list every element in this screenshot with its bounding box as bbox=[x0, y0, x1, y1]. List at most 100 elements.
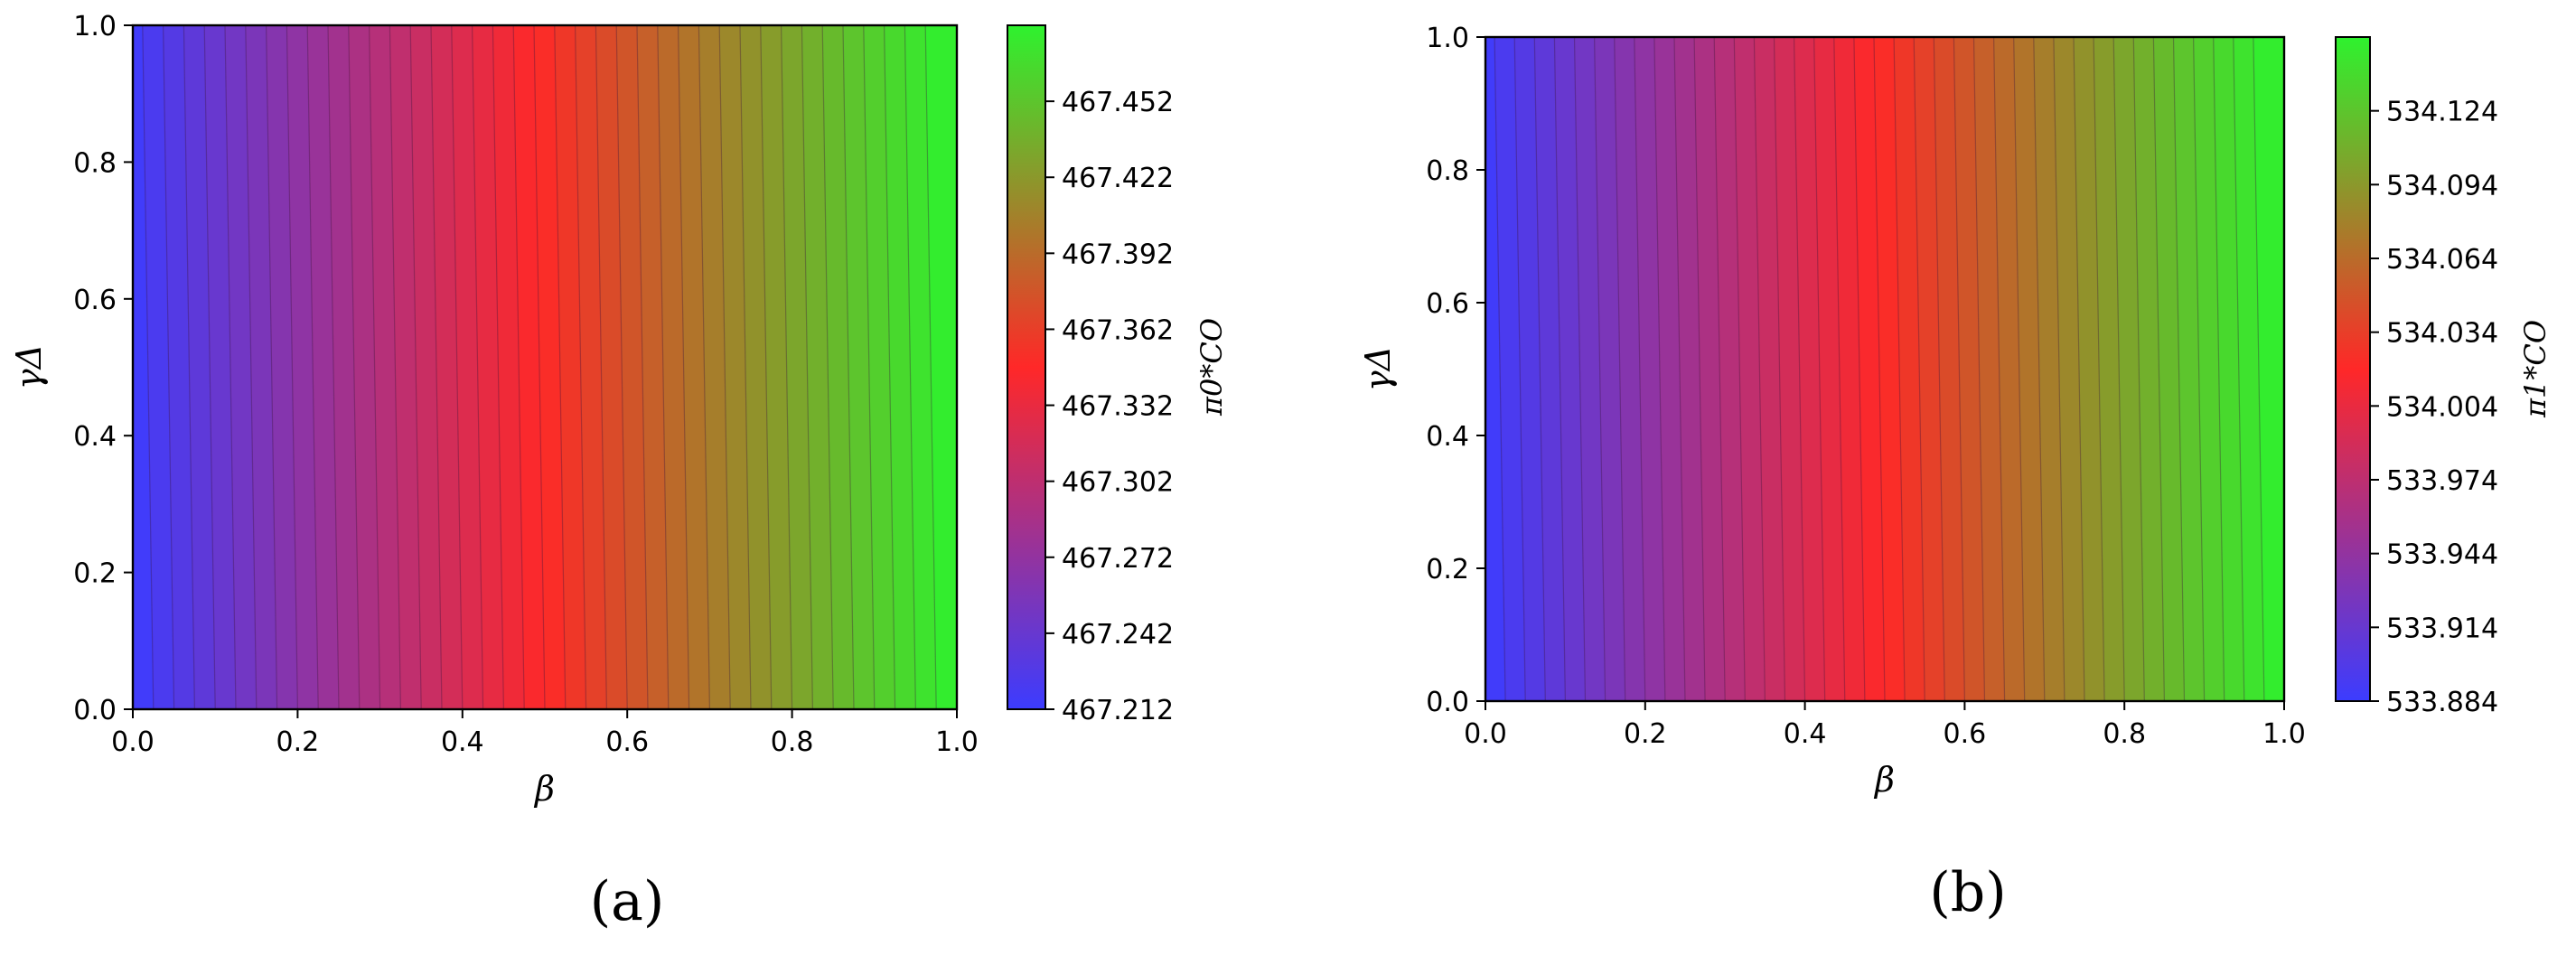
contour-line bbox=[2033, 36, 2046, 702]
x-axis-label: β bbox=[1873, 760, 1895, 800]
contour-line bbox=[1794, 36, 1806, 702]
contour-line bbox=[595, 24, 607, 710]
y-tick-label: 0.8 bbox=[73, 147, 117, 179]
x-tick-label: 0.6 bbox=[1944, 718, 1987, 750]
contour-band bbox=[925, 25, 958, 709]
contour-line bbox=[389, 24, 401, 710]
contour-band bbox=[245, 25, 278, 709]
contour-band bbox=[2094, 37, 2125, 701]
contour-band bbox=[904, 25, 937, 709]
colorbar-tick-label: 467.212 bbox=[1062, 695, 1174, 726]
contour-line bbox=[1713, 36, 1726, 702]
contour-line bbox=[1853, 36, 1866, 702]
x-tick-label: 0.6 bbox=[605, 726, 649, 758]
y-tick-label: 0.2 bbox=[1426, 554, 1469, 585]
y-axis: 0.0 0.2 0.4 0.6 0.8 1.0 bbox=[1426, 23, 1485, 718]
contour-line bbox=[657, 24, 670, 710]
colorbar-tick-label: 534.124 bbox=[2386, 97, 2498, 128]
contour-line bbox=[348, 24, 361, 710]
contour-band bbox=[740, 25, 773, 709]
contour-band bbox=[2233, 37, 2265, 701]
contour-line bbox=[1513, 36, 1526, 702]
contour-band bbox=[2053, 37, 2085, 701]
contour-band bbox=[1833, 37, 1866, 701]
y-tick-label: 0.6 bbox=[1426, 288, 1469, 320]
contour-band bbox=[863, 25, 896, 709]
contour-line bbox=[924, 24, 937, 710]
contour-band bbox=[183, 25, 216, 709]
contour-line bbox=[884, 24, 896, 710]
contour-line bbox=[1673, 36, 1686, 702]
colorbar-ticks: 467.212 467.242 467.272 467.302 467.332 467.3… bbox=[1045, 87, 1174, 726]
contour-band bbox=[575, 25, 607, 709]
x-tick-label: 0.4 bbox=[1784, 718, 1827, 750]
x-tick-label: 0.0 bbox=[111, 726, 155, 758]
contour-line bbox=[2053, 36, 2065, 702]
contour-band bbox=[1554, 37, 1587, 701]
contour-band bbox=[2113, 37, 2145, 701]
contour-line bbox=[1494, 36, 1506, 702]
contour-band bbox=[513, 25, 546, 709]
contour-band bbox=[657, 25, 690, 709]
contour-line bbox=[1753, 36, 1766, 702]
contour-band bbox=[2133, 37, 2165, 701]
colorbar-tick-label: 467.392 bbox=[1062, 239, 1174, 270]
colorbar-gradient bbox=[2335, 36, 2371, 702]
contour-line bbox=[451, 24, 464, 710]
colorbar-tick-label: 534.064 bbox=[2386, 244, 2498, 276]
contour-band bbox=[637, 25, 670, 709]
contour-line bbox=[615, 24, 628, 710]
x-tick-label: 0.4 bbox=[441, 726, 484, 758]
contour-band bbox=[328, 25, 361, 709]
contour-band bbox=[2213, 37, 2245, 701]
contour-band bbox=[1694, 37, 1726, 701]
contour-line bbox=[842, 24, 855, 710]
y-tick-label: 0.4 bbox=[73, 421, 117, 453]
contour-band bbox=[1714, 37, 1746, 701]
contour-band bbox=[2074, 37, 2105, 701]
x-axis-label: β bbox=[533, 769, 555, 809]
x-tick-label: 0.8 bbox=[2103, 718, 2146, 750]
contour-line bbox=[2132, 36, 2145, 702]
contour-line bbox=[1873, 36, 1886, 702]
contour-line bbox=[1953, 36, 1965, 702]
contour-band bbox=[472, 25, 504, 709]
colorbar-tick-label: 534.034 bbox=[2386, 318, 2498, 350]
y-axis-label: γΔ bbox=[9, 344, 49, 389]
panel-caption: (b) bbox=[1929, 861, 2006, 924]
contour-line bbox=[163, 24, 175, 710]
contour-line bbox=[2093, 36, 2105, 702]
contour-band bbox=[1914, 37, 1945, 701]
contour-line bbox=[739, 24, 752, 710]
contour-band bbox=[1874, 37, 1906, 701]
colorbar-tick-label: 467.332 bbox=[1062, 391, 1174, 423]
contour-line bbox=[2152, 36, 2165, 702]
contour-band bbox=[1813, 37, 1846, 701]
contour-band bbox=[595, 25, 628, 709]
contour-line bbox=[1614, 36, 1626, 702]
contour-band bbox=[1894, 37, 1925, 701]
contour-line bbox=[698, 24, 710, 710]
contour-band bbox=[719, 25, 752, 709]
contour-band bbox=[1574, 37, 1606, 701]
contour-line bbox=[821, 24, 834, 710]
contour-line bbox=[369, 24, 381, 710]
contour-line bbox=[1594, 36, 1606, 702]
contour-band bbox=[431, 25, 464, 709]
x-tick-label: 0.2 bbox=[276, 726, 320, 758]
colorbar-label: π1*CO bbox=[2518, 320, 2553, 418]
contour-line bbox=[636, 24, 649, 710]
contour-line bbox=[142, 24, 155, 710]
contour-band bbox=[2013, 37, 2046, 701]
contour-band bbox=[492, 25, 525, 709]
contour-band bbox=[1754, 37, 1786, 701]
contour-line bbox=[2213, 36, 2225, 702]
contour-band bbox=[843, 25, 876, 709]
x-tick-label: 0.8 bbox=[771, 726, 814, 758]
contour-band bbox=[410, 25, 443, 709]
contour-band bbox=[2033, 37, 2065, 701]
contour-band bbox=[1514, 37, 1546, 701]
x-tick-label: 0.0 bbox=[1464, 718, 1507, 750]
contour-band bbox=[1774, 37, 1806, 701]
contour-band bbox=[1534, 37, 1566, 701]
